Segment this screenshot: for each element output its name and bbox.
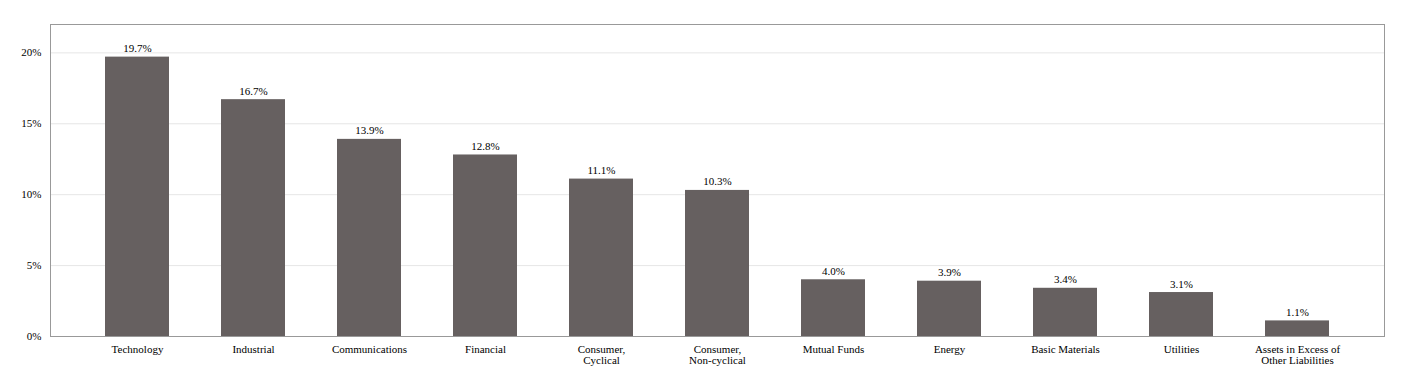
svg-text:3.1%: 3.1%	[1170, 278, 1193, 290]
svg-text:0%: 0%	[27, 330, 42, 342]
svg-text:15%: 15%	[21, 117, 41, 129]
svg-text:10%: 10%	[21, 188, 41, 200]
svg-text:11.1%: 11.1%	[587, 164, 615, 176]
svg-text:Mutual Funds: Mutual Funds	[803, 343, 864, 355]
svg-text:16.7%: 16.7%	[239, 85, 267, 97]
svg-text:Utilities: Utilities	[1164, 343, 1199, 355]
svg-text:3.4%: 3.4%	[1054, 273, 1077, 285]
svg-text:Energy: Energy	[934, 343, 966, 355]
svg-text:13.9%: 13.9%	[355, 124, 383, 136]
svg-text:Industrial: Industrial	[232, 343, 274, 355]
svg-text:19.7%: 19.7%	[123, 42, 151, 54]
svg-text:Consumer,Non-cyclical: Consumer,Non-cyclical	[689, 343, 746, 366]
svg-text:20%: 20%	[21, 46, 41, 58]
svg-text:Consumer,Cyclical: Consumer,Cyclical	[578, 343, 626, 366]
svg-text:12.8%: 12.8%	[471, 140, 499, 152]
svg-text:4.0%: 4.0%	[822, 265, 845, 277]
svg-text:Communications: Communications	[332, 343, 407, 355]
svg-text:1.1%: 1.1%	[1286, 306, 1309, 318]
svg-text:Technology: Technology	[112, 343, 164, 355]
svg-text:5%: 5%	[27, 259, 42, 271]
svg-text:Assets in Excess ofOther Liabi: Assets in Excess ofOther Liabilities	[1255, 343, 1341, 366]
svg-text:Basic Materials: Basic Materials	[1031, 343, 1100, 355]
svg-text:Financial: Financial	[465, 343, 506, 355]
svg-text:3.9%: 3.9%	[938, 266, 961, 278]
svg-text:10.3%: 10.3%	[703, 175, 731, 187]
